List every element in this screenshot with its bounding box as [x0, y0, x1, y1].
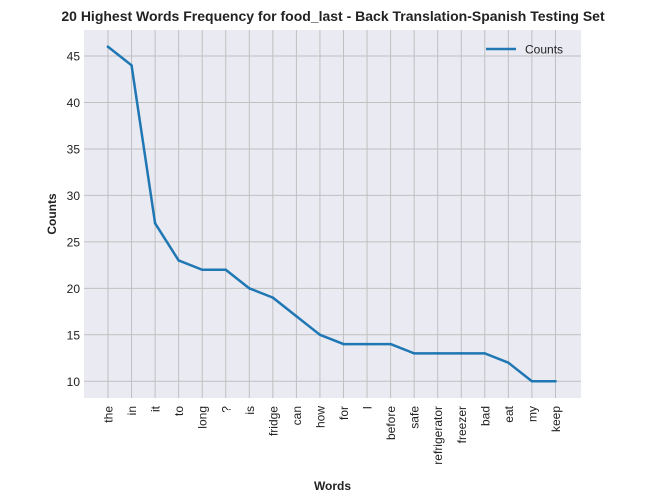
data-point: [224, 268, 227, 272]
data-point: [436, 352, 439, 355]
y-tick-label: 40: [67, 96, 81, 110]
y-tick-label: 20: [67, 282, 81, 296]
x-tick-label: keep: [549, 406, 563, 432]
x-tick-label: I: [361, 406, 375, 409]
y-tick-label: 30: [67, 189, 81, 203]
y-tick-label: 35: [67, 142, 81, 156]
data-point: [460, 352, 463, 355]
y-tick-label: 45: [67, 50, 81, 64]
x-tick-label: my: [525, 406, 539, 422]
x-tick-label: before: [384, 406, 398, 440]
x-tick-label: safe: [408, 406, 422, 429]
data-point: [318, 333, 322, 337]
data-point: [389, 342, 392, 346]
x-tick-label: ?: [219, 406, 233, 413]
data-point: [412, 352, 416, 355]
x-tick-label: refrigerator: [431, 406, 445, 465]
series-layer: [106, 45, 557, 383]
legend-label: Counts: [525, 43, 563, 57]
data-point: [365, 342, 369, 346]
x-tick-label: it: [149, 405, 163, 412]
data-point: [153, 222, 157, 225]
y-axis-title: Counts: [45, 193, 59, 235]
data-point: [106, 45, 110, 48]
data-point: [248, 287, 251, 290]
x-tick-label: for: [337, 406, 351, 420]
x-tick-label: eat: [502, 405, 516, 422]
data-point: [530, 380, 534, 383]
data-point: [507, 361, 510, 364]
y-tick-label: 15: [67, 328, 81, 342]
legend: Counts: [486, 43, 563, 57]
y-tick-label: 25: [67, 235, 81, 249]
data-point: [554, 380, 557, 383]
x-tick-label: in: [125, 406, 139, 415]
grid-lines: [84, 30, 581, 398]
plot-area: [84, 30, 581, 398]
data-point: [130, 64, 133, 67]
x-tick-label: is: [243, 406, 257, 415]
y-tick-label: 10: [67, 375, 81, 389]
x-tick-label: bad: [478, 406, 492, 426]
x-tick-label: how: [313, 406, 327, 428]
x-tick-label: can: [290, 406, 304, 425]
data-point: [271, 296, 275, 299]
chart-title: 20 Highest Words Frequency for food_last…: [61, 8, 605, 24]
x-tick-label: the: [102, 406, 116, 423]
data-point: [200, 268, 204, 272]
x-tick-label: fridge: [266, 406, 280, 436]
series-line-0: [106, 45, 557, 383]
x-tick-label: long: [196, 406, 210, 429]
data-point: [177, 259, 180, 262]
x-tick-label: freezer: [455, 406, 469, 443]
y-axis-ticks: 10 15 20 25 30 35 40 45: [67, 50, 81, 389]
data-point: [483, 352, 487, 355]
x-tick-label: to: [172, 406, 186, 416]
data-point: [295, 314, 298, 318]
data-point: [342, 342, 345, 346]
x-axis-title: Words: [314, 479, 351, 493]
